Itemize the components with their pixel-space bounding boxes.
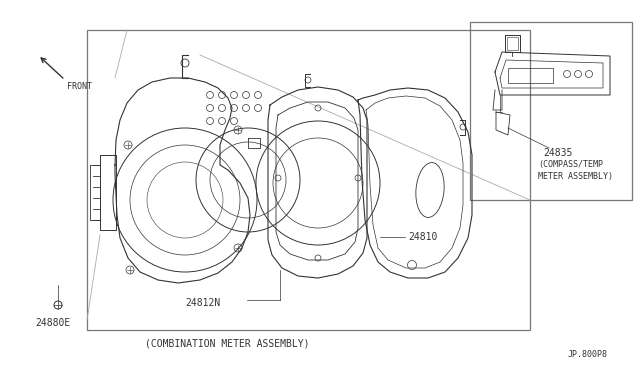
- Text: (COMPASS/TEMP: (COMPASS/TEMP: [538, 160, 603, 169]
- Text: METER ASSEMBLY): METER ASSEMBLY): [538, 172, 613, 181]
- Text: FRONT: FRONT: [67, 82, 92, 91]
- Bar: [507, 37, 518, 50]
- Bar: [87, 30, 530, 330]
- Bar: [470, 22, 632, 200]
- Text: (COMBINATION METER ASSEMBLY): (COMBINATION METER ASSEMBLY): [145, 338, 310, 348]
- Text: 24810: 24810: [408, 232, 437, 242]
- Text: 24812N: 24812N: [185, 298, 220, 308]
- Text: 24880E: 24880E: [35, 318, 70, 328]
- Text: 24835: 24835: [543, 148, 572, 158]
- Text: JP.800P8: JP.800P8: [568, 350, 608, 359]
- Bar: [508, 68, 553, 83]
